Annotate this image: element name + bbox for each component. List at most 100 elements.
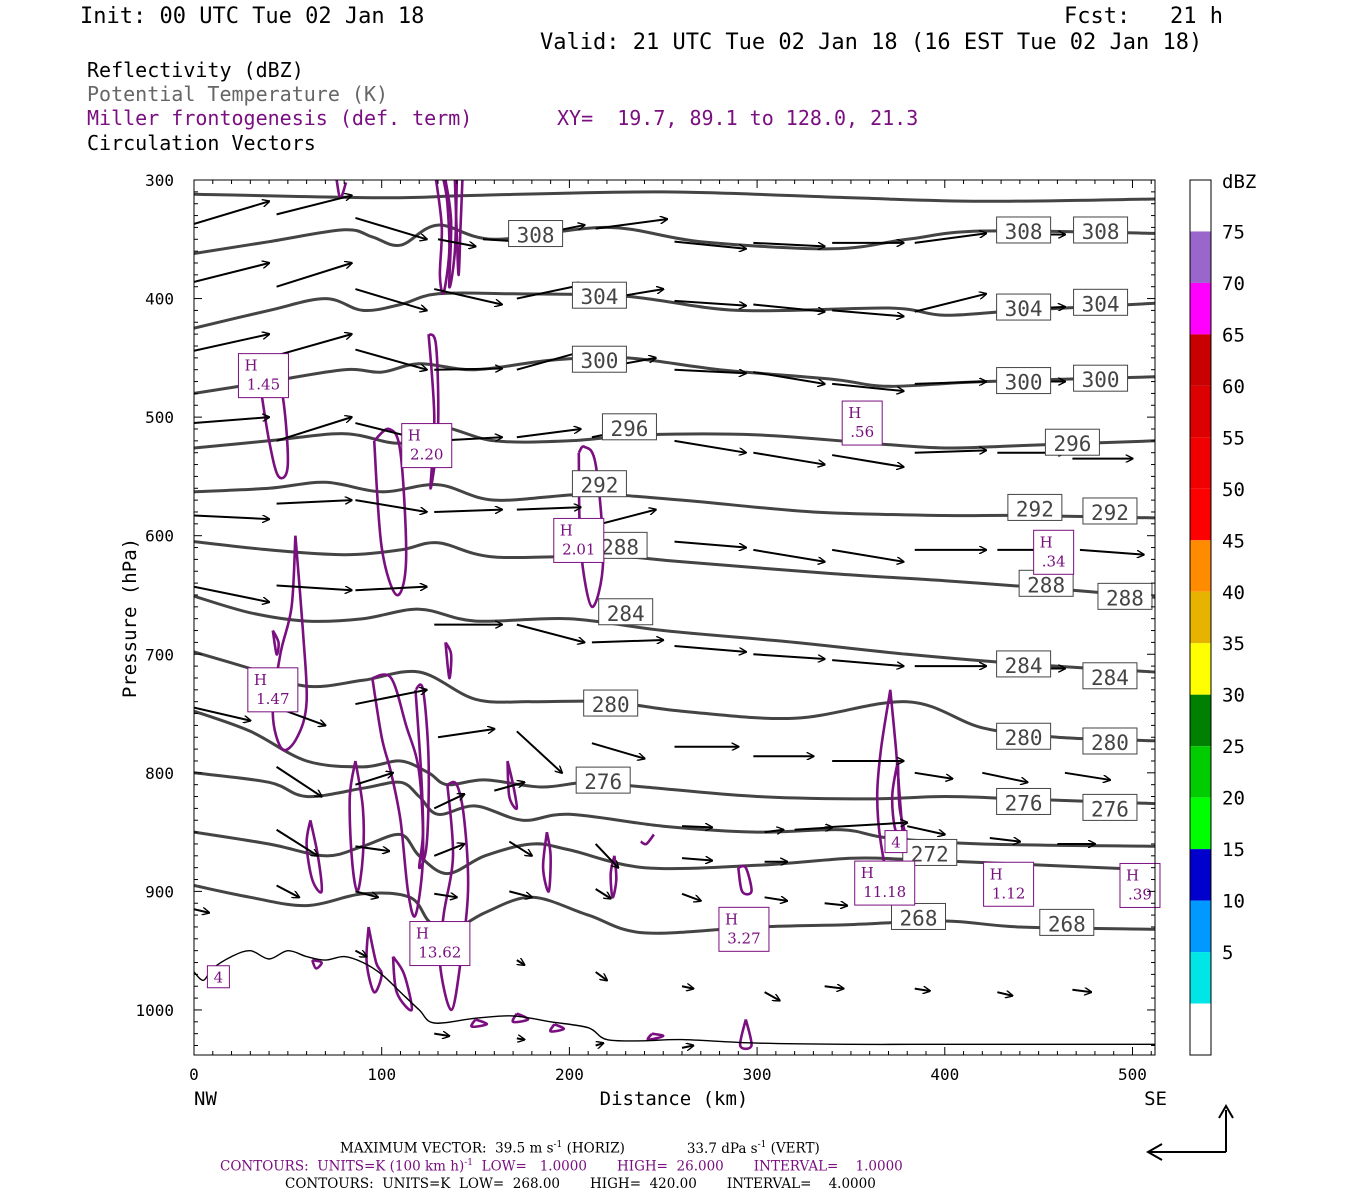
theta-label-text: 284 — [1005, 654, 1043, 678]
circulation-vector — [276, 417, 352, 442]
frontogenesis-contour — [470, 1018, 489, 1028]
maximum-box — [553, 517, 605, 563]
circulation-vector — [681, 826, 712, 827]
y-tick-label: 700 — [145, 645, 174, 664]
theta-label-text: 304 — [1082, 292, 1120, 316]
theta-label-text: 276 — [584, 770, 622, 794]
maximum-value: 4 — [214, 969, 224, 987]
circulation-vector — [194, 417, 269, 425]
theta-label-text: 288 — [601, 535, 639, 559]
theta-label-box — [1082, 497, 1138, 525]
theta-label-box — [1073, 216, 1129, 244]
theta-label: 284 — [996, 650, 1052, 678]
circulation-vector — [764, 991, 780, 1000]
maximum-value: 1.45 — [247, 376, 280, 394]
colorbar-segment — [1190, 334, 1211, 386]
circulation-vector — [914, 771, 953, 779]
y-tick-label: 400 — [145, 290, 174, 309]
circulation-vector — [914, 382, 986, 384]
maximum-box — [983, 861, 1035, 907]
circulation-vector — [509, 890, 532, 897]
circulation-vector — [434, 510, 502, 512]
theta-label: 292 — [1007, 493, 1063, 521]
theta-line-284 — [194, 594, 1155, 674]
circulation-vector — [516, 730, 562, 772]
maximum-marker: H — [254, 671, 267, 689]
circulation-vector — [355, 216, 426, 239]
circulation-vector — [674, 240, 746, 249]
circulation-vector — [355, 348, 426, 370]
theta-label: 304 — [996, 293, 1052, 321]
colorbar-title: dBZ — [1222, 171, 1256, 193]
theta-label: 280 — [996, 722, 1052, 750]
legend-frontogenesis: Miller frontogenesis (def. term) — [87, 106, 473, 130]
frontogenesis-contour — [271, 629, 280, 656]
maximum-marker: H — [1040, 533, 1053, 551]
colorbar-segment — [1190, 1003, 1211, 1055]
maximum-value: .56 — [850, 423, 874, 441]
theta-label: 300 — [1073, 364, 1129, 392]
theta-label: 288 — [1097, 582, 1153, 610]
y-tick-label: 600 — [145, 527, 174, 546]
circulation-vector — [753, 548, 824, 562]
maximum-value: .39 — [1128, 885, 1152, 903]
frontogenesis-contour — [444, 641, 453, 680]
maximum-box — [718, 906, 770, 952]
x-tick-label: 400 — [930, 1065, 959, 1084]
circulation-vector — [517, 960, 525, 965]
circulation-vector — [753, 451, 824, 465]
maximum-marker: H — [861, 864, 874, 882]
legend-vectors: Circulation Vectors — [87, 131, 316, 155]
frontogenesis-contour — [549, 1023, 566, 1033]
init-time: Init: 00 UTC Tue 02 Jan 18 — [80, 4, 425, 29]
circulation-vector — [194, 263, 269, 283]
frontogenesis-contour — [738, 1019, 753, 1051]
circulation-vector — [594, 843, 619, 868]
theta-label-text: 276 — [1005, 791, 1043, 815]
colorbar-label: 30 — [1222, 685, 1245, 707]
circulation-vector — [914, 233, 986, 244]
circulation-vector — [433, 844, 464, 857]
colorbar-segment — [1190, 849, 1211, 901]
circulation-vector — [674, 299, 746, 306]
theta-label-box — [1082, 727, 1138, 755]
colorbar-segment — [1190, 437, 1211, 489]
theta-line-top — [194, 190, 1155, 203]
theta-label: 280 — [583, 689, 639, 717]
colorbar-segment — [1190, 282, 1211, 335]
circulation-vector — [914, 989, 930, 991]
circulation-vector — [194, 706, 250, 721]
circulation-vector — [753, 653, 824, 659]
circulation-vector — [437, 238, 476, 246]
theta-label-text: 304 — [1005, 297, 1043, 321]
circulation-vector — [674, 368, 746, 374]
circulation-vector — [832, 309, 903, 316]
colorbar-label: 10 — [1222, 891, 1245, 913]
frontogenesis-contour — [646, 1032, 665, 1041]
circulation-vector — [434, 894, 457, 898]
colorbar-segment — [1190, 180, 1211, 232]
theta-label-text: 276 — [1091, 797, 1129, 821]
frontogenesis-maximum: 4 — [884, 830, 908, 854]
theta-label-box — [996, 787, 1052, 815]
colorbar-label: 15 — [1222, 839, 1245, 861]
maximum-marker: H — [244, 357, 257, 375]
circulation-vector — [434, 288, 502, 304]
theta-label: 276 — [575, 766, 631, 794]
theta-label-text: 308 — [517, 224, 555, 248]
colorbar-segment — [1190, 900, 1211, 953]
colorbar: 75 70 65 60 55 50 45 40 35 30 25 20 15 10 5 — [1189, 179, 1245, 1056]
theta-label-box — [583, 689, 639, 717]
circulation-vector — [681, 986, 693, 988]
circulation-vector — [595, 888, 611, 898]
theta-label-text: 280 — [592, 693, 630, 717]
x-axis-label: Distance (km) — [600, 1088, 749, 1110]
theta-label-box — [996, 650, 1052, 678]
x-tick-label: 300 — [743, 1065, 772, 1084]
circulation-vector — [276, 766, 322, 797]
colorbar-segment — [1190, 694, 1211, 747]
circulation-vector — [997, 992, 1012, 996]
theta-label-box — [1082, 662, 1138, 690]
circulation-vector — [681, 1046, 693, 1048]
